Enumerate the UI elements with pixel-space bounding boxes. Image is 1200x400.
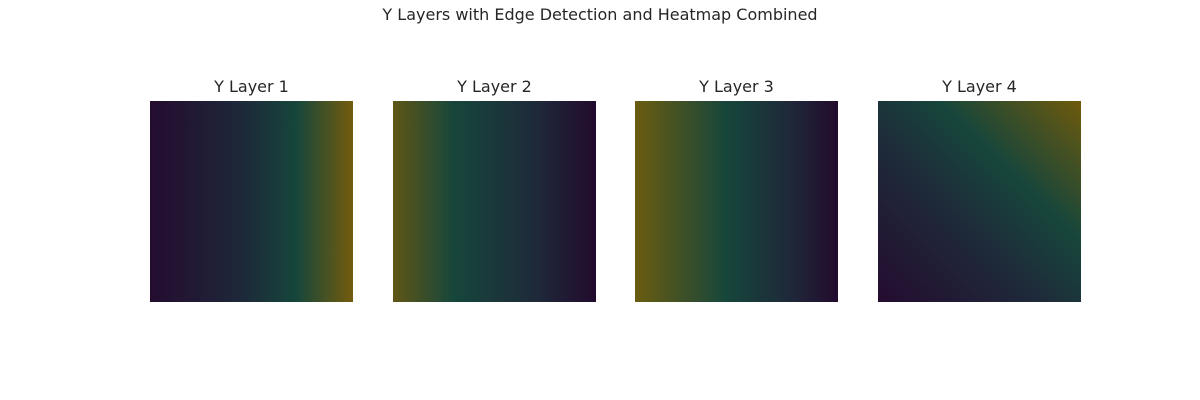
panel-title-4: Y Layer 4: [942, 77, 1017, 96]
panel-title-2: Y Layer 2: [457, 77, 532, 96]
panel-title-3: Y Layer 3: [699, 77, 774, 96]
heatmap-panel-4: [878, 101, 1081, 302]
figure-title: Y Layers with Edge Detection and Heatmap…: [382, 5, 818, 24]
heatmap-panel-3: [635, 101, 838, 302]
heatmap-panel-2: [393, 101, 596, 302]
heatmap-panel-1: [150, 101, 353, 302]
panel-title-1: Y Layer 1: [214, 77, 289, 96]
